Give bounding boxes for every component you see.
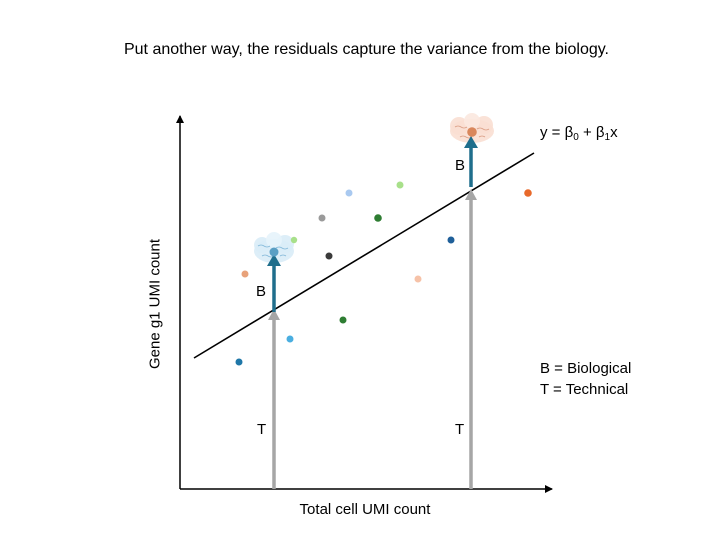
legend-biological: B = Biological — [540, 360, 632, 377]
biological-label-right: B — [455, 157, 466, 174]
eq-part: + β — [578, 124, 605, 141]
point — [467, 127, 477, 137]
point — [396, 181, 404, 189]
point — [325, 252, 333, 260]
point — [339, 316, 347, 324]
point — [241, 270, 249, 278]
point — [374, 214, 382, 222]
technical-label-left: T — [257, 421, 267, 438]
regression-line — [193, 152, 535, 359]
biological-arrow-right-head — [464, 136, 478, 148]
eq-sub0: 0 — [573, 132, 579, 143]
technical-arrow-left-head — [268, 309, 280, 320]
caption: Put another way, the residuals capture t… — [123, 41, 609, 58]
point — [269, 247, 279, 257]
eq-sub1: 1 — [604, 132, 611, 143]
legend-technical: T = Technical — [540, 381, 629, 398]
point — [286, 335, 294, 343]
point — [414, 275, 422, 283]
point — [235, 358, 243, 366]
technical-label-right: T — [455, 421, 465, 438]
y-axis-label: Gene g1 UMI count — [146, 238, 164, 370]
regression-equation: y = β0 + β1x — [540, 124, 618, 143]
point — [318, 214, 326, 222]
biological-label-left: B — [256, 283, 267, 300]
point — [290, 236, 298, 244]
point — [524, 189, 532, 197]
point — [345, 189, 353, 197]
eq-x: x — [610, 124, 618, 141]
x-axis-label: Total cell UMI count — [299, 501, 431, 518]
legend: B = Biological T = Technical — [540, 358, 631, 400]
eq-part: = β — [547, 124, 574, 141]
biological-arrow-left-head — [267, 254, 281, 266]
point — [447, 236, 455, 244]
eq-y: y — [540, 124, 548, 141]
technical-arrow-right-head — [465, 189, 477, 200]
